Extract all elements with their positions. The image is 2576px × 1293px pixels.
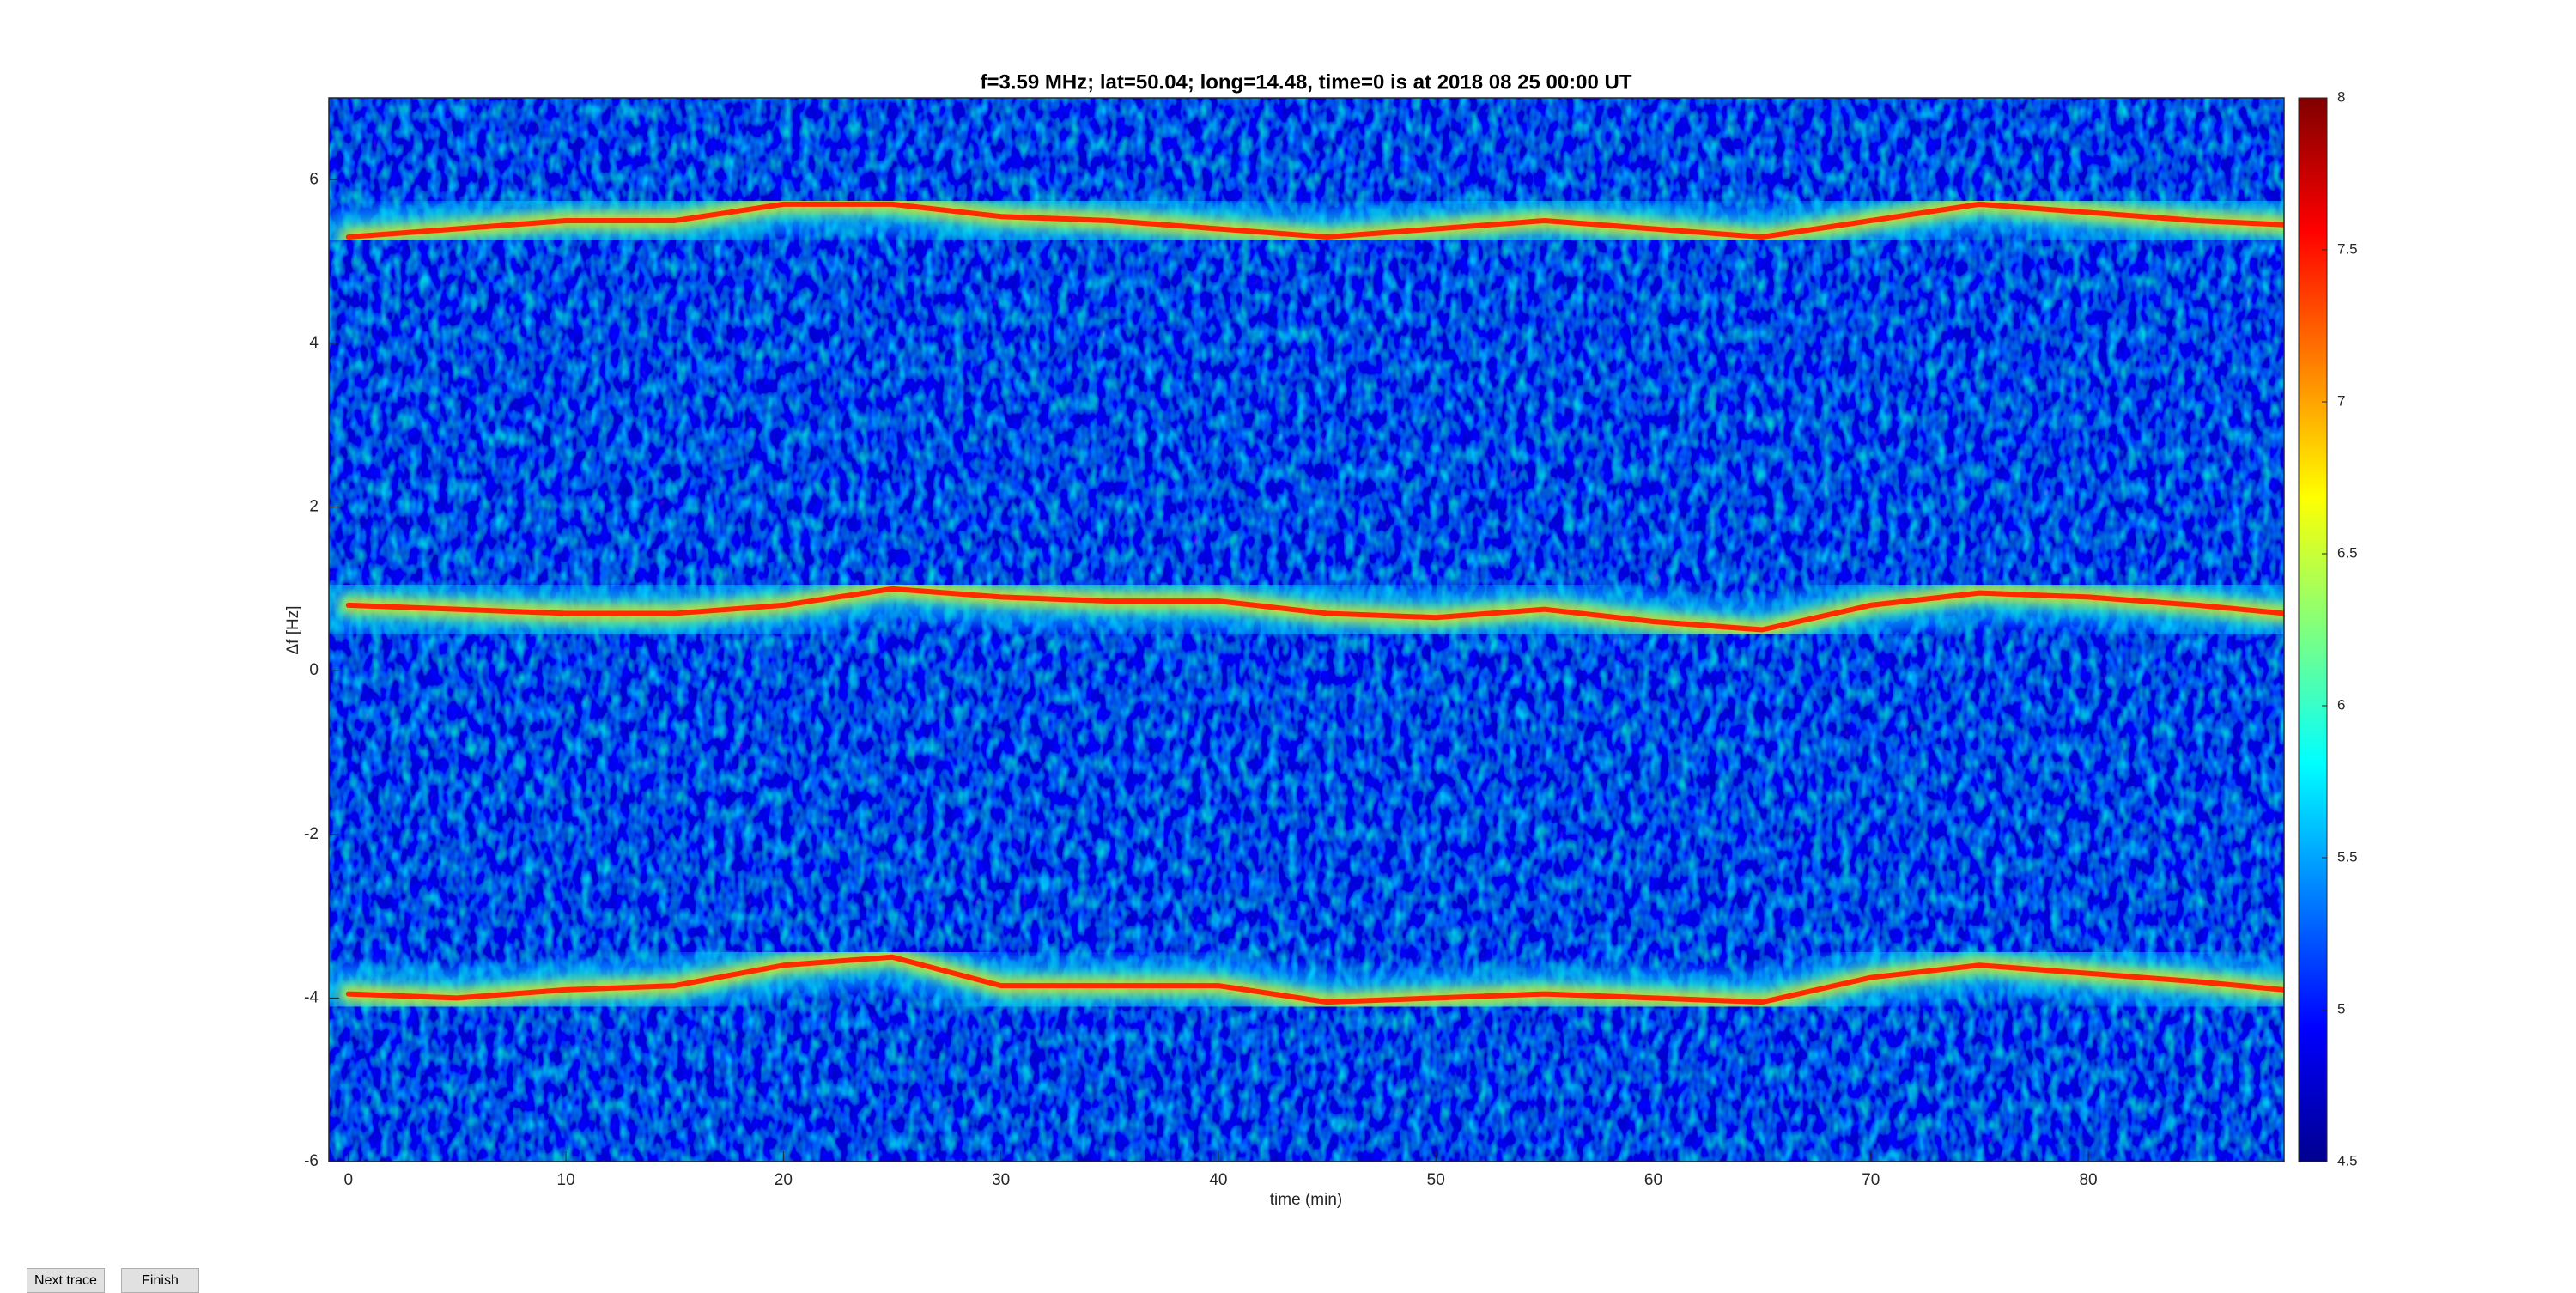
colorbar-tick-label: 6 [2337, 696, 2345, 713]
colorbar-tick-label: 7 [2337, 392, 2345, 409]
colorbar-tick-label: 4.5 [2337, 1152, 2358, 1169]
x-tick-label: 10 [557, 1171, 575, 1189]
finish-button[interactable]: Finish [121, 1268, 199, 1293]
y-tick-label: 4 [309, 334, 319, 352]
y-tick-label: 0 [309, 661, 319, 679]
x-tick-label: 70 [1862, 1171, 1880, 1189]
x-tick-label: 80 [2079, 1171, 2097, 1189]
trace-band [345, 586, 2284, 633]
colorbar [2298, 97, 2328, 1162]
colorbar-tick-label: 7.5 [2337, 240, 2358, 257]
y-tick-label: -2 [304, 825, 319, 843]
x-axis-label: time (min) [1270, 1191, 1342, 1209]
x-tick-label: 50 [1427, 1171, 1445, 1189]
next-trace-button[interactable]: Next trace [27, 1268, 105, 1293]
y-tick-label: 6 [309, 170, 319, 188]
y-tick-label: 2 [309, 498, 319, 516]
colorbar-tick-label: 5.5 [2337, 848, 2358, 865]
trace-band [345, 201, 2284, 240]
y-axis-label: Δf [Hz] [284, 605, 302, 654]
figure: f=3.59 MHz; lat=50.04; long=14.48, time=… [284, 70, 2358, 1209]
colorbar-tick-label: 8 [2337, 88, 2345, 105]
bands [329, 173, 2284, 1033]
colorbar-tick-label: 6.5 [2337, 544, 2358, 561]
y-tick-label: -6 [304, 1152, 319, 1170]
axes-box [328, 97, 2285, 1162]
x-tick-label: 40 [1209, 1171, 1227, 1189]
x-tick-label: 30 [992, 1171, 1010, 1189]
x-tick-label: 0 [344, 1171, 354, 1189]
x-tick-label: 20 [775, 1171, 793, 1189]
chart-title: f=3.59 MHz; lat=50.04; long=14.48, time=… [980, 70, 1631, 94]
trace-band [345, 954, 2284, 1005]
x-tick-label: 60 [1644, 1171, 1662, 1189]
colorbar-tick-label: 5 [2337, 1000, 2345, 1017]
y-tick-label: -4 [304, 988, 319, 1006]
